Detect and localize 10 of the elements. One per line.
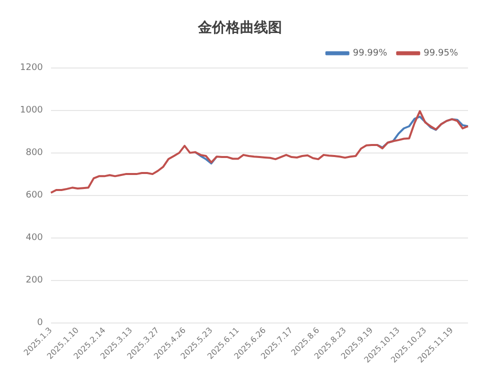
y-tick-label: 200 bbox=[26, 276, 44, 286]
legend-label: 99.95% bbox=[424, 48, 458, 59]
y-tick-label: 1200 bbox=[20, 63, 44, 74]
y-tick-label: 400 bbox=[26, 233, 44, 244]
y-tick-label: 800 bbox=[26, 148, 44, 158]
chart-title: 金价格曲线图 bbox=[197, 20, 282, 36]
y-tick-label: 1000 bbox=[20, 106, 44, 116]
y-tick-label: 600 bbox=[26, 190, 44, 201]
legend-label: 99.99% bbox=[352, 48, 388, 59]
y-tick-label: 0 bbox=[37, 318, 44, 328]
